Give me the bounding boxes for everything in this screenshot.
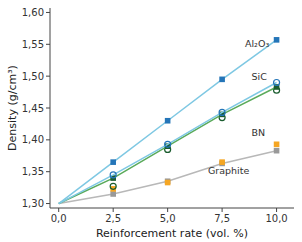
series-point — [165, 118, 171, 124]
y-tick — [46, 139, 50, 140]
x-tick — [276, 208, 277, 212]
series-point — [274, 142, 280, 148]
y-tick-label: 1,35 — [22, 166, 44, 177]
y-tick — [46, 171, 50, 172]
plot-area — [59, 37, 280, 203]
series-point — [219, 77, 225, 83]
annotation: Al₂O₃ — [245, 38, 269, 49]
x-tick-label: 2,5 — [105, 213, 121, 224]
x-tick — [167, 208, 168, 212]
y-tick-label: 1,30 — [22, 198, 44, 209]
y-tick — [46, 76, 50, 77]
chart: 0,0 2,5 5,0 7,5 10,0 1,30 1,35 1,40 1,45 1,50 1,55… — [0, 0, 302, 242]
series-point — [165, 141, 171, 147]
x-tick — [222, 208, 223, 212]
annotation: Graphite — [208, 165, 250, 176]
y-tick-label: 1,50 — [22, 71, 44, 82]
series-line — [59, 40, 277, 204]
x-tick — [58, 208, 59, 212]
series-point — [110, 191, 116, 197]
series-point — [219, 109, 225, 115]
annotation: BN — [252, 127, 266, 138]
y-axis-label: Density (g/cm³) — [6, 65, 19, 151]
x-tick — [113, 208, 114, 212]
annotation: SiC — [252, 71, 268, 82]
y-tick — [46, 108, 50, 109]
y-tick-label: 1,40 — [22, 134, 44, 145]
y-tick — [46, 203, 50, 204]
x-tick-label: 0,0 — [51, 213, 67, 224]
series-point — [274, 148, 280, 154]
x-tick-label: 5,0 — [160, 213, 176, 224]
series-point — [110, 183, 116, 189]
y-tick — [46, 12, 50, 13]
y-tick-label: 1,45 — [22, 103, 44, 114]
y-tick-label: 1,55 — [22, 39, 44, 50]
series-point — [110, 172, 116, 178]
series-point — [274, 37, 280, 43]
series-point — [110, 159, 116, 165]
x-tick-label: 10,0 — [265, 213, 287, 224]
series-line — [59, 151, 277, 204]
x-axis-label: Reinforcement rate (vol. %) — [96, 227, 248, 240]
x-axis-line — [50, 208, 294, 209]
y-tick-label: 1,60 — [22, 7, 44, 18]
y-tick — [46, 44, 50, 45]
x-tick-label: 7,5 — [214, 213, 230, 224]
series-line — [59, 83, 277, 204]
series-point — [165, 180, 171, 186]
series-point — [274, 80, 280, 86]
